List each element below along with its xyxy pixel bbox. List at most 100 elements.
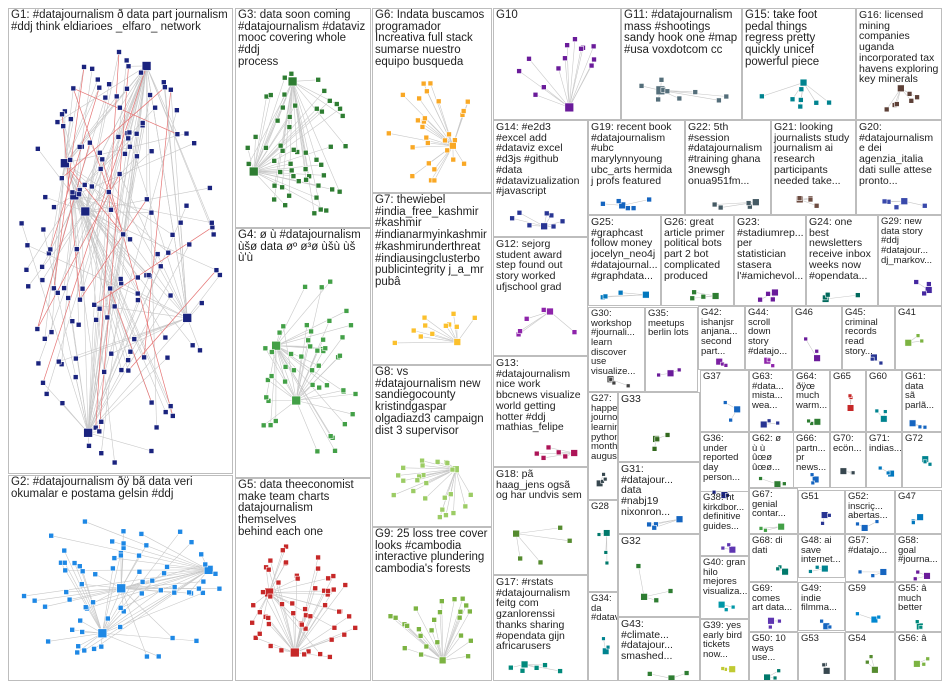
group-panel-g65[interactable]: G65 bbox=[830, 370, 866, 432]
group-panel-g59[interactable]: G59 bbox=[845, 582, 895, 632]
edge bbox=[87, 302, 202, 433]
group-panel-g12[interactable]: G12: sejorg student award step found out… bbox=[493, 237, 588, 356]
group-panel-g25[interactable]: G25: #graphcast follow money jocelyn_neo… bbox=[588, 215, 661, 306]
node-icon bbox=[878, 360, 884, 366]
group-panel-g54[interactable]: G54 bbox=[845, 632, 895, 681]
group-panel-g66[interactable]: G66: partn... pr news... bbox=[793, 432, 830, 488]
group-panel-g60[interactable]: G60 bbox=[866, 370, 902, 432]
group-panel-g5[interactable]: G5: data theeconomist make team charts d… bbox=[235, 478, 371, 681]
group-panel-g37[interactable]: G37 bbox=[700, 370, 749, 432]
node-icon bbox=[635, 563, 642, 569]
group-panel-g39[interactable]: G39: yes early bird tickets now... bbox=[700, 619, 749, 681]
group-panel-g40[interactable]: G40: gran hilo mejores visualiza... bbox=[700, 556, 749, 619]
node-icon bbox=[298, 353, 305, 360]
edge bbox=[519, 311, 551, 332]
group-panel-g51[interactable]: G51 bbox=[798, 490, 845, 534]
node-icon bbox=[870, 573, 875, 578]
group-panel-g29[interactable]: G29: new data story #ddj #datajour... dj… bbox=[878, 215, 942, 306]
group-panel-g42[interactable]: G42: ishanjsr anjana... second part... bbox=[698, 306, 745, 370]
group-panel-g28[interactable]: G28 bbox=[588, 500, 618, 592]
group-panel-g23[interactable]: G23: #stadiumrep... per statistician sta… bbox=[734, 215, 806, 306]
group-panel-g41[interactable]: G41 bbox=[895, 306, 942, 370]
group-panel-g38[interactable]: G38: ht kirkdbor... definitive guides... bbox=[700, 491, 749, 556]
group-panel-g11[interactable]: G11: #datajournalism mass #shootings san… bbox=[621, 8, 742, 120]
group-panel-g48[interactable]: G48: ai save internet... bbox=[798, 534, 845, 578]
group-panel-g8[interactable]: G8: vs #datajournalism new sandiegocount… bbox=[372, 365, 492, 527]
group-panel-g13[interactable]: G13: #datajournalism nice work bbcnews v… bbox=[493, 356, 588, 467]
node-icon bbox=[73, 355, 79, 362]
group-panel-g64[interactable]: G64: ðÿœ much warm... bbox=[793, 370, 830, 432]
node-icon bbox=[120, 231, 126, 238]
group-panel-g35[interactable]: G35: meetups berlin lots bbox=[645, 307, 698, 392]
edge bbox=[296, 400, 353, 415]
group-panel-g4[interactable]: G4: ø ù #datajournalism ùšø data øº ø³ø … bbox=[235, 228, 371, 478]
group-panel-g45[interactable]: G45: criminal records read story... bbox=[842, 306, 895, 370]
group-panel-g30[interactable]: G30: workshop #journali... learn discove… bbox=[588, 307, 645, 392]
node-icon bbox=[730, 604, 736, 610]
group-panel-g31[interactable]: G31: #datajour... data #nabj19 nixonron.… bbox=[618, 462, 700, 534]
group-panel-g53[interactable]: G53 bbox=[798, 632, 845, 681]
group-panel-g22[interactable]: G22: 5th #session #datajournalism #train… bbox=[685, 120, 771, 215]
group-panel-g52[interactable]: G52: inscriç... abertas... bbox=[845, 490, 895, 534]
group-panel-g14[interactable]: G14: #e2d3 #excel add #dataviz excel #d3… bbox=[493, 120, 588, 237]
group-panel-g9[interactable]: G9: 25 loss tree cover looks #cambodia i… bbox=[372, 527, 492, 681]
group-panel-g71[interactable]: G71: indias... bbox=[866, 432, 902, 488]
group-panel-g62[interactable]: G62: ø ù ù ûœø ûœø... bbox=[749, 432, 798, 488]
group-panel-g49[interactable]: G49: indie filmma... bbox=[798, 582, 845, 631]
edge bbox=[146, 65, 213, 228]
node-icon bbox=[733, 405, 741, 413]
group-panel-g63[interactable]: G63: #data... mista... wea... bbox=[749, 370, 793, 432]
node-icon bbox=[450, 510, 457, 516]
group-panel-g34[interactable]: G34: da #dataviz bbox=[588, 592, 618, 681]
group-panel-g21[interactable]: G21: looking journalists study journalis… bbox=[771, 120, 856, 215]
group-panel-g72[interactable]: G72 bbox=[902, 432, 942, 488]
node-icon bbox=[125, 135, 132, 142]
edge bbox=[442, 655, 469, 661]
edge bbox=[253, 171, 294, 177]
group-panel-g20[interactable]: G20: #datajournalism e dei agenzia_itali… bbox=[856, 120, 942, 215]
group-panel-g57[interactable]: G57: #datajo... bbox=[845, 534, 895, 582]
node-icon bbox=[127, 348, 134, 355]
group-panel-g19[interactable]: G19: recent book #datajournalism #ubc ma… bbox=[588, 120, 685, 215]
group-panel-g32[interactable]: G32 bbox=[618, 534, 700, 617]
group-panel-g68[interactable]: G68: di dati bbox=[749, 534, 798, 582]
node-icon bbox=[839, 467, 847, 475]
group-panel-g18[interactable]: G18: pã haag_jens ogsã og har undvis sem bbox=[493, 467, 588, 575]
group-graph-g72 bbox=[921, 455, 933, 467]
node-icon bbox=[302, 166, 309, 172]
group-graph-g70 bbox=[839, 467, 856, 475]
group-panel-g50[interactable]: G50: 10 ways use... bbox=[749, 632, 798, 681]
group-panel-g10[interactable]: G10 bbox=[493, 8, 621, 120]
group-graph-g69 bbox=[767, 617, 782, 630]
group-panel-g47[interactable]: G47 bbox=[895, 490, 942, 534]
node-icon bbox=[262, 345, 269, 352]
group-panel-g3[interactable]: G3: data soon coming #datajournalism #da… bbox=[235, 8, 371, 228]
group-panel-g24[interactable]: G24: one best newsletters receive inbox … bbox=[806, 215, 878, 306]
group-panel-g58[interactable]: G58: goal #journa... bbox=[895, 534, 942, 582]
group-panel-g7[interactable]: G7: thewiebel #india_free_kashmir #kashm… bbox=[372, 193, 492, 365]
group-panel-g27[interactable]: G27: happening journoco... learning pyth… bbox=[588, 392, 618, 500]
group-nodes bbox=[758, 476, 787, 487]
group-panel-g70[interactable]: G70: ecön... bbox=[830, 432, 866, 488]
group-panel-g36[interactable]: G36: under reported day person... bbox=[700, 432, 749, 501]
group-panel-g56[interactable]: G56: â bbox=[895, 632, 942, 681]
node-icon bbox=[720, 545, 726, 551]
group-panel-g17[interactable]: G17: #rstats #datajournalism feitg com g… bbox=[493, 575, 588, 681]
group-panel-g1[interactable]: G1: #datajournalism ð data part journali… bbox=[8, 8, 233, 474]
group-panel-g16[interactable]: G16: licensed mining companies uganda in… bbox=[856, 8, 942, 120]
edge bbox=[269, 578, 329, 593]
group-panel-g46[interactable]: G46 bbox=[792, 306, 842, 370]
group-panel-g61[interactable]: G61: data sã parlã... bbox=[902, 370, 942, 432]
group-panel-g33[interactable]: G33 bbox=[618, 392, 700, 462]
node-icon bbox=[79, 629, 85, 635]
node-icon bbox=[711, 201, 718, 208]
group-panel-g55[interactable]: G55: â much better bbox=[895, 582, 942, 632]
group-panel-g67[interactable]: G67: genial contar... bbox=[749, 488, 798, 534]
group-panel-g69[interactable]: G69: comes art data... bbox=[749, 582, 798, 632]
group-panel-g6[interactable]: G6: Indata buscamos programador Increati… bbox=[372, 8, 492, 193]
group-panel-g2[interactable]: G2: #datajournalism ðÿ bã data veri okum… bbox=[8, 475, 233, 681]
group-panel-g15[interactable]: G15: take foot pedal things regress pret… bbox=[742, 8, 856, 120]
group-panel-g44[interactable]: G44: scroll down story #datajo... bbox=[745, 306, 792, 370]
group-panel-g26[interactable]: G26: great article primer political bots… bbox=[661, 215, 734, 306]
group-panel-g43[interactable]: G43: #climate... #datajour... smashed... bbox=[618, 617, 700, 681]
